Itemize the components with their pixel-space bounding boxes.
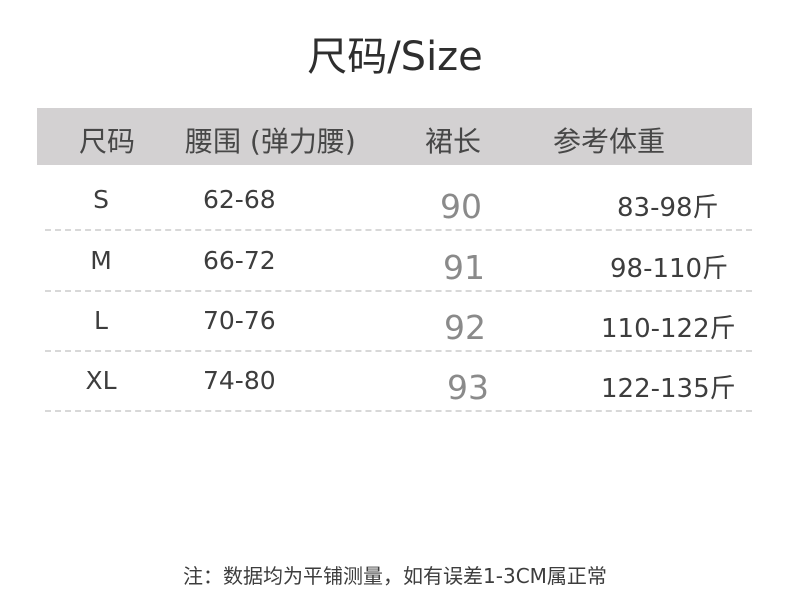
cell-waist: 66-72 bbox=[203, 246, 276, 275]
cell-size: M bbox=[90, 246, 112, 275]
cell-size: XL bbox=[85, 366, 117, 395]
cell-length: 91 bbox=[443, 248, 485, 287]
table-row: S 62-68 90 83-98斤 bbox=[45, 169, 752, 231]
cell-length: 93 bbox=[447, 368, 489, 407]
cell-length: 90 bbox=[440, 187, 482, 226]
cell-weight: 110-122斤 bbox=[601, 314, 736, 344]
page-title: 尺码/Size bbox=[307, 34, 483, 80]
header-weight: 参考体重 bbox=[553, 125, 666, 158]
cell-size: L bbox=[94, 306, 108, 335]
cell-waist: 74-80 bbox=[203, 366, 276, 395]
header-waist: 腰围 (弹力腰) bbox=[185, 125, 356, 158]
table-row: XL 74-80 93 122-135斤 bbox=[45, 350, 752, 412]
cell-weight: 83-98斤 bbox=[617, 193, 719, 223]
measurement-note: 注：数据均为平铺测量，如有误差1-3CM属正常 bbox=[183, 564, 607, 588]
table-header: 尺码 腰围 (弹力腰) 裙长 参考体重 bbox=[37, 108, 752, 165]
cell-weight: 98-110斤 bbox=[610, 254, 729, 284]
cell-size: S bbox=[93, 185, 109, 214]
header-length: 裙长 bbox=[425, 125, 482, 158]
cell-waist: 70-76 bbox=[203, 306, 276, 335]
header-size: 尺码 bbox=[79, 125, 136, 158]
cell-length: 92 bbox=[444, 308, 486, 347]
table-row: M 66-72 91 98-110斤 bbox=[45, 230, 752, 292]
cell-waist: 62-68 bbox=[203, 185, 276, 214]
table-row: L 70-76 92 110-122斤 bbox=[45, 290, 752, 352]
cell-weight: 122-135斤 bbox=[601, 374, 736, 404]
